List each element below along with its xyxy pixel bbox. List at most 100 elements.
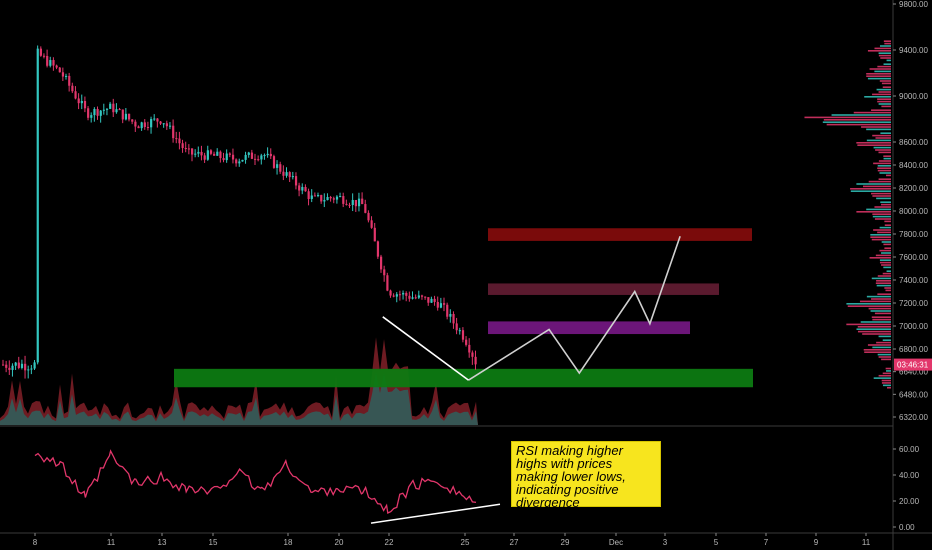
candle-body xyxy=(184,148,187,150)
profile-bar xyxy=(871,109,891,111)
price-tick-label: 8200.00 xyxy=(899,184,928,193)
profile-bar xyxy=(877,100,891,103)
profile-bar xyxy=(861,126,891,128)
divergence-annotation[interactable]: RSI making higher highs with prices maki… xyxy=(511,441,661,509)
profile-bar xyxy=(886,174,891,177)
profile-bar xyxy=(883,155,891,157)
candle-body xyxy=(178,138,181,144)
profile-bar xyxy=(878,335,891,338)
candle-body xyxy=(165,123,168,127)
profile-bar xyxy=(866,73,891,75)
candle-body xyxy=(55,65,58,68)
rsi-tick-label: 40.00 xyxy=(899,471,920,480)
profile-bar xyxy=(887,386,891,389)
candle-body xyxy=(417,295,420,298)
candle-body xyxy=(298,185,301,191)
profile-bar xyxy=(877,165,891,167)
profile-bar xyxy=(804,116,891,119)
profile-bar xyxy=(877,231,891,234)
profile-bar xyxy=(879,249,891,252)
profile-bar xyxy=(823,119,891,121)
profile-bar xyxy=(856,211,891,213)
candle-body xyxy=(206,150,209,160)
time-tick-label: 15 xyxy=(209,538,218,547)
candle-body xyxy=(405,292,408,296)
candle-body xyxy=(282,171,285,176)
candle-body xyxy=(5,364,8,368)
profile-bar xyxy=(882,272,891,275)
candle-body xyxy=(244,154,247,160)
candle-body xyxy=(46,56,49,66)
profile-bar xyxy=(859,300,891,303)
candle-body xyxy=(254,158,257,160)
price-axis[interactable]: 6320.00 6480.00 6640.00 6800.00 7000.00 7200.… xyxy=(893,0,932,532)
candle-body xyxy=(361,198,364,205)
profile-bar xyxy=(875,282,891,284)
candle-body xyxy=(301,186,304,191)
profile-bar xyxy=(850,188,891,190)
candle-body xyxy=(241,159,244,162)
candle-body xyxy=(357,198,361,207)
candle-body xyxy=(228,153,231,155)
time-axis[interactable]: 8 11 13 15 18 20 22 25 27 29 Dec 3 5 7 9 11 xyxy=(33,533,871,547)
rsi-tick-label: 20.00 xyxy=(899,497,920,506)
candle-body xyxy=(99,110,102,116)
profile-bar xyxy=(872,318,891,321)
time-tick-label: 9 xyxy=(814,538,819,547)
candle-body xyxy=(285,172,288,176)
profile-bar xyxy=(864,351,891,353)
candle-body xyxy=(446,304,449,317)
profile-bar xyxy=(881,382,891,384)
profile-bar xyxy=(869,68,891,70)
candle-body xyxy=(24,363,27,371)
time-tick-label: 13 xyxy=(158,538,167,547)
profile-bar xyxy=(846,303,891,305)
candle-body xyxy=(389,290,392,296)
profile-bar xyxy=(868,180,891,183)
candle-body xyxy=(402,292,405,295)
candle-body xyxy=(2,364,5,366)
profile-bar xyxy=(881,241,891,243)
time-tick-label: 11 xyxy=(107,538,116,547)
price-tick-label: 9400.00 xyxy=(899,46,928,55)
downtrend-line xyxy=(382,316,469,381)
candle-body xyxy=(33,362,36,369)
candle-body xyxy=(134,121,137,127)
candle-body xyxy=(272,156,276,168)
candle-body xyxy=(335,196,339,200)
profile-bar xyxy=(884,220,891,223)
price-tick-label: 7600.00 xyxy=(899,253,928,262)
price-tick-label: 7000.00 xyxy=(899,322,928,331)
time-tick-label: 3 xyxy=(663,538,668,547)
profile-bar xyxy=(866,139,891,142)
candle-body xyxy=(80,100,83,104)
price-tick-label: 6800.00 xyxy=(899,345,928,354)
candle-body xyxy=(61,72,65,77)
candle-body xyxy=(194,153,197,155)
price-tick-label: 8400.00 xyxy=(899,161,928,170)
profile-bar xyxy=(874,312,891,315)
profile-bar xyxy=(863,349,891,351)
profile-bar xyxy=(877,65,891,68)
profile-bar xyxy=(857,330,891,333)
candle-body xyxy=(213,153,216,156)
candle-body xyxy=(436,301,439,308)
time-tick-label: 29 xyxy=(561,538,570,547)
profile-bar xyxy=(886,59,891,62)
candle-body xyxy=(266,153,269,156)
candle-body xyxy=(279,164,282,172)
profile-bar xyxy=(880,201,891,203)
profile-bar xyxy=(867,50,891,52)
profile-bar xyxy=(877,353,891,356)
candle-body xyxy=(351,199,354,206)
candle-body xyxy=(219,151,222,159)
candle-body xyxy=(87,108,90,118)
volume-profile xyxy=(804,40,891,389)
resistance-zone xyxy=(488,283,719,295)
profile-bar xyxy=(878,356,891,358)
profile-bar xyxy=(883,243,891,246)
profile-bar xyxy=(881,105,891,108)
candle-body xyxy=(458,330,461,332)
candle-body xyxy=(342,196,345,204)
